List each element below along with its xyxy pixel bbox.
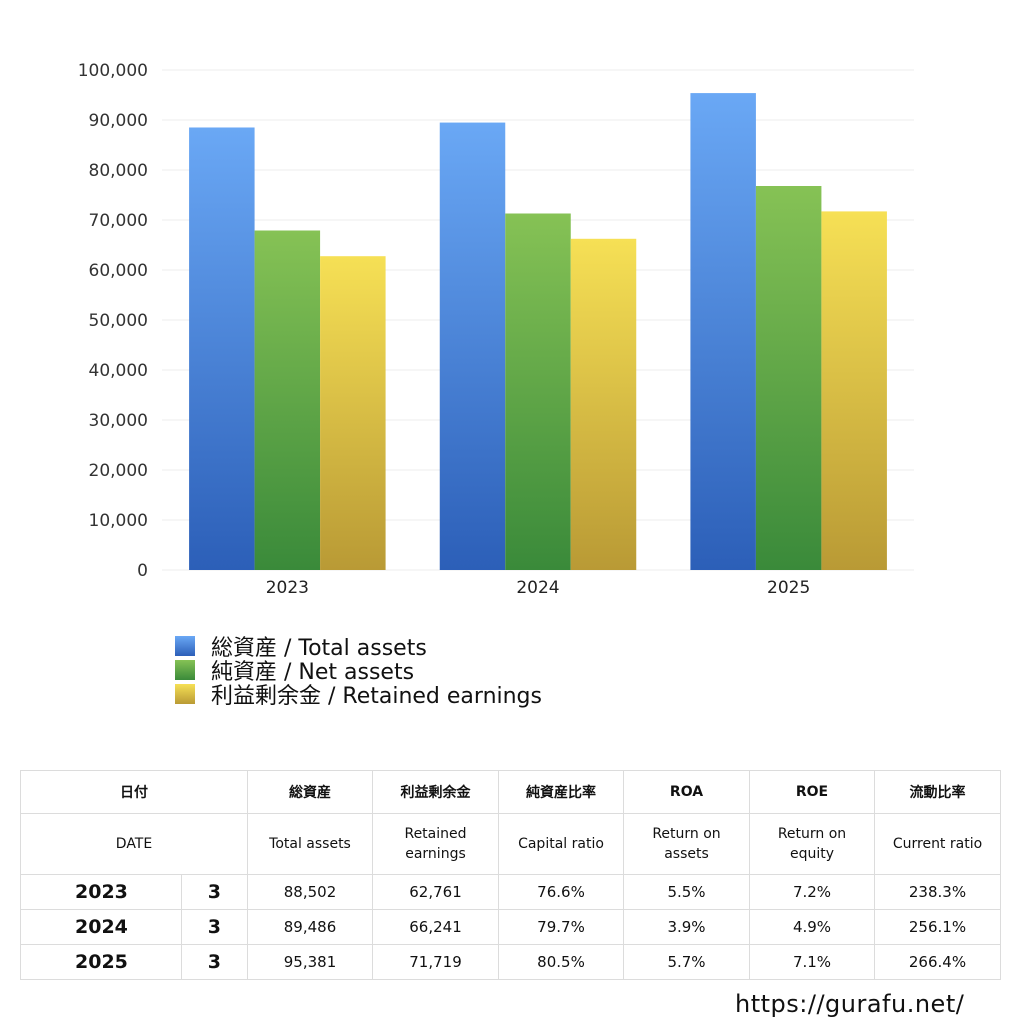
cell-month: 3	[181, 944, 248, 980]
bar-2024-series-0	[439, 122, 506, 570]
cell-total-assets: 89,486	[247, 909, 373, 945]
legend-swatch-retained-earnings	[175, 684, 195, 704]
cell-current-ratio: 256.1%	[874, 909, 1001, 945]
header-roe-en: Return on equity	[749, 813, 875, 875]
cell-current-ratio: 238.3%	[874, 874, 1001, 910]
header-capital-ratio-jp: 純資産比率	[498, 770, 624, 814]
legend-item-net-assets: 純資産 / Net assets	[175, 658, 542, 685]
y-tick-label: 30,000	[89, 411, 148, 431]
header-current-ratio-en: Current ratio	[874, 813, 1001, 875]
cell-capital-ratio: 79.7%	[498, 909, 624, 945]
header-total-assets-jp: 総資産	[247, 770, 373, 814]
y-tick-label: 70,000	[89, 211, 148, 231]
cell-retained-earnings: 66,241	[372, 909, 499, 945]
header-date-en: DATE	[20, 813, 248, 875]
legend-item-total-assets: 総資産 / Total assets	[175, 634, 542, 661]
legend-item-retained-earnings: 利益剰余金 / Retained earnings	[175, 682, 542, 709]
bar-2025-series-2	[821, 211, 887, 570]
y-tick-label: 0	[137, 561, 148, 581]
table-row: 2025 3 95,381 71,719 80.5% 5.7% 7.1% 266…	[20, 944, 1001, 980]
header-retained-earnings-jp: 利益剰余金	[372, 770, 499, 814]
header-capital-ratio-en: Capital ratio	[498, 813, 624, 875]
cell-year: 2023	[20, 874, 182, 910]
chart-legend: 総資産 / Total assets 純資産 / Net assets 利益剰余…	[175, 634, 542, 709]
table-header-en: DATE Total assets Retained earnings Capit…	[20, 813, 1001, 875]
financial-table: 日付 総資産 利益剰余金 純資産比率 ROA ROE 流動比率 DATE Tot…	[20, 770, 1001, 980]
header-roe-jp: ROE	[749, 770, 875, 814]
y-tick-label: 50,000	[89, 311, 148, 331]
chart-bars	[189, 93, 887, 571]
legend-label: 純資産 / Net assets	[211, 660, 415, 685]
bar-2024-series-2	[570, 238, 637, 571]
header-date-jp: 日付	[20, 770, 248, 814]
site-url[interactable]: https://gurafu.net/	[735, 990, 965, 1018]
y-tick-label: 80,000	[89, 161, 148, 181]
bar-chart: 0 10,000 20,000 30,000 40,000 50,000 60,000 70,…	[78, 61, 914, 598]
y-tick-label: 100,000	[78, 61, 148, 81]
cell-roa: 3.9%	[623, 909, 750, 945]
x-tick-label: 2024	[516, 578, 559, 598]
cell-roe: 7.1%	[749, 944, 875, 980]
table-header-jp: 日付 総資産 利益剰余金 純資産比率 ROA ROE 流動比率	[20, 770, 1001, 814]
legend-swatch-total-assets	[175, 636, 195, 656]
cell-retained-earnings: 71,719	[372, 944, 499, 980]
bar-2023-series-2	[320, 256, 386, 570]
bar-2023-series-0	[189, 127, 255, 571]
cell-roa: 5.5%	[623, 874, 750, 910]
cell-roe: 4.9%	[749, 909, 875, 945]
chart-axis: 0 10,000 20,000 30,000 40,000 50,000 60,000 70,…	[78, 61, 811, 598]
cell-year: 2024	[20, 909, 182, 945]
bar-2025-series-1	[755, 186, 822, 570]
cell-roe: 7.2%	[749, 874, 875, 910]
bar-2025-series-0	[690, 93, 756, 570]
header-retained-earnings-en: Retained earnings	[372, 813, 499, 875]
y-tick-label: 40,000	[89, 361, 148, 381]
header-roa-en: Return on assets	[623, 813, 750, 875]
x-tick-label: 2025	[767, 578, 810, 598]
cell-roa: 5.7%	[623, 944, 750, 980]
bar-2023-series-1	[254, 230, 321, 570]
y-tick-label: 60,000	[89, 261, 148, 281]
cell-capital-ratio: 80.5%	[498, 944, 624, 980]
x-tick-label: 2023	[266, 578, 309, 598]
cell-current-ratio: 266.4%	[874, 944, 1001, 980]
legend-label: 総資産 / Total assets	[211, 636, 427, 661]
y-tick-label: 90,000	[89, 111, 148, 131]
header-current-ratio-jp: 流動比率	[874, 770, 1001, 814]
header-total-assets-en: Total assets	[247, 813, 373, 875]
y-tick-label: 10,000	[89, 511, 148, 531]
table-row: 2023 3 88,502 62,761 76.6% 5.5% 7.2% 238…	[20, 874, 1001, 910]
header-roa-jp: ROA	[623, 770, 750, 814]
cell-total-assets: 95,381	[247, 944, 373, 980]
cell-month: 3	[181, 874, 248, 910]
legend-swatch-net-assets	[175, 660, 195, 680]
y-tick-label: 20,000	[89, 461, 148, 481]
cell-year: 2025	[20, 944, 182, 980]
bar-2024-series-1	[505, 213, 571, 570]
legend-label: 利益剰余金 / Retained earnings	[211, 684, 542, 709]
table-row: 2024 3 89,486 66,241 79.7% 3.9% 4.9% 256…	[20, 909, 1001, 945]
cell-capital-ratio: 76.6%	[498, 874, 624, 910]
cell-month: 3	[181, 909, 248, 945]
cell-retained-earnings: 62,761	[372, 874, 499, 910]
cell-total-assets: 88,502	[247, 874, 373, 910]
